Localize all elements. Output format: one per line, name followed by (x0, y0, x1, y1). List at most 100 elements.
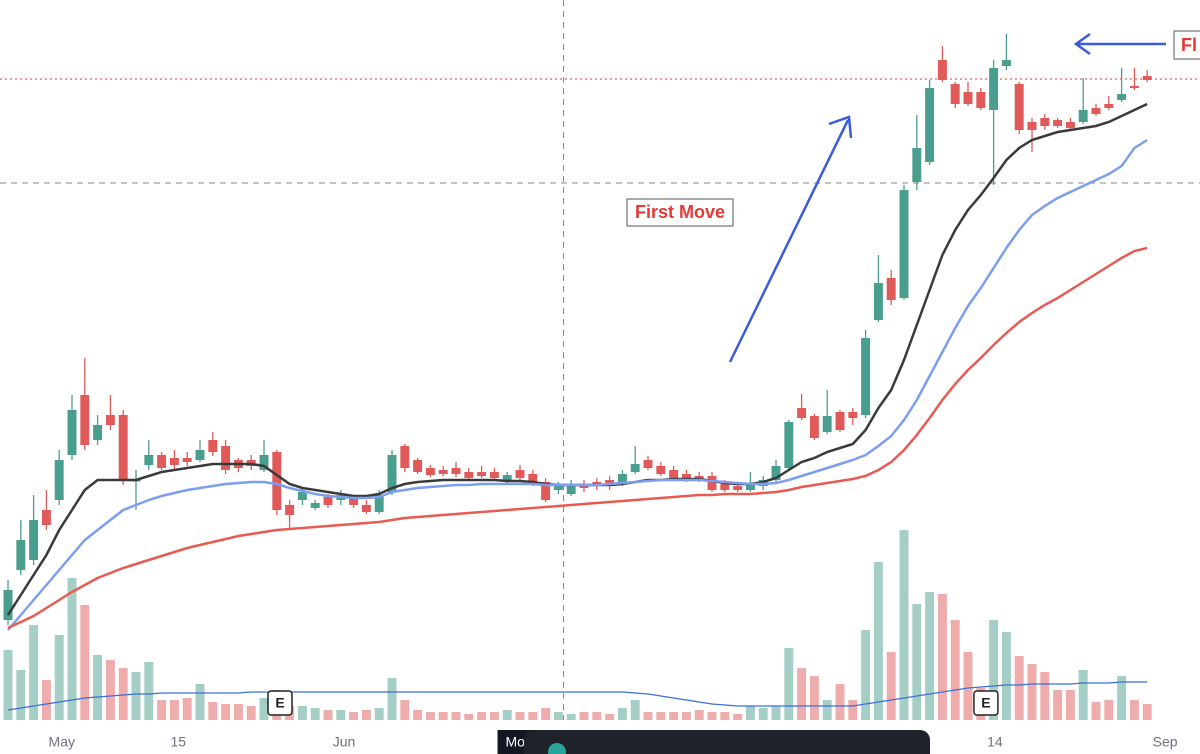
volume-bar (221, 704, 231, 720)
volume-bar (54, 635, 64, 720)
candle-body (873, 283, 883, 320)
annotation-box (1173, 30, 1200, 60)
volume-bar (16, 670, 26, 720)
volume-bar (809, 676, 819, 720)
volume-bar (477, 712, 487, 720)
x-tick-label: 15 (170, 734, 186, 750)
candle-body (745, 484, 755, 490)
candle-body (733, 486, 743, 490)
x-tick-label: 14 (987, 734, 1003, 750)
candle-body (835, 412, 845, 430)
volume-bar (528, 712, 538, 720)
volume-bar (1129, 700, 1139, 720)
candle-body (848, 412, 858, 418)
volume-bar (720, 712, 730, 720)
candle-body (425, 468, 435, 475)
volume-bar (989, 620, 999, 720)
volume-bar (349, 712, 359, 720)
price-layer (0, 0, 1200, 720)
event-marker (267, 690, 293, 716)
candle-body (438, 470, 448, 474)
candle-body (912, 148, 922, 182)
volume-bar (1053, 690, 1063, 720)
candle-body (297, 492, 307, 500)
candle-body (285, 505, 295, 515)
volume-bar (617, 708, 627, 720)
event-label: E (275, 695, 284, 711)
candle-body (29, 520, 39, 560)
candle-body (925, 88, 935, 162)
volume-bar (822, 700, 832, 720)
candle-body (144, 455, 154, 465)
volume-bar (656, 712, 666, 720)
candle-body (515, 470, 525, 478)
volume-bar (1142, 704, 1152, 720)
candle-body (157, 455, 167, 468)
moving-average (6, 102, 1148, 616)
volume-bar (1065, 690, 1075, 720)
candle-body (67, 410, 77, 455)
volume-bar (873, 562, 883, 720)
candle-body (630, 464, 640, 472)
volume-bar (93, 655, 103, 720)
tooltip-icon (548, 743, 566, 754)
volume-bar (1040, 672, 1050, 720)
candle-body (16, 540, 26, 570)
x-tick-label: Jun (333, 734, 356, 750)
volume-bar (1014, 656, 1024, 720)
candle-body (1014, 84, 1024, 130)
volume-bar (451, 712, 461, 720)
candle-body (195, 450, 205, 460)
candle-body (1053, 120, 1063, 126)
candle-body (182, 458, 192, 462)
candle-body (784, 422, 794, 468)
annotation-box (626, 198, 734, 227)
candle-body (169, 458, 179, 465)
candle-body (643, 460, 653, 468)
volume-bar (489, 712, 499, 720)
candle-body (797, 408, 807, 418)
candle-body (541, 482, 551, 500)
candle-body (451, 468, 461, 474)
volume-bar (579, 712, 589, 720)
event-marker (973, 690, 999, 716)
volume-bar (669, 712, 679, 720)
candle-body (528, 474, 538, 482)
volume-bar (707, 712, 717, 720)
volume-bar (937, 594, 947, 720)
volume-bar (323, 710, 333, 720)
candle-body (349, 498, 359, 505)
volume-bar (425, 712, 435, 720)
candle-body (976, 92, 986, 108)
candle-body (310, 503, 320, 508)
volume-bar (694, 710, 704, 720)
candle-body (1129, 86, 1139, 88)
volume-bar (182, 698, 192, 720)
volume-bar (310, 708, 320, 720)
volume-bar (438, 712, 448, 720)
candle-body (259, 455, 269, 470)
volume-bar (758, 708, 768, 720)
candle-body (720, 484, 730, 490)
volume-bar (861, 630, 871, 720)
candle-body (374, 495, 384, 512)
volume-bar (541, 708, 551, 720)
event-label: E (981, 695, 990, 711)
volume-bar (553, 712, 563, 720)
candle-body (361, 505, 371, 512)
volume-bar (144, 662, 154, 720)
volume-bar (157, 700, 167, 720)
candle-body (1117, 94, 1127, 100)
candle-body (502, 475, 512, 480)
volume-bar (1117, 676, 1127, 720)
volume-bar (925, 592, 935, 720)
candle-body (771, 466, 781, 480)
volume-bar (29, 625, 39, 720)
volume-bar (771, 706, 781, 720)
volume-bar (3, 650, 13, 720)
moving-average (7, 138, 1148, 631)
volume-bar (387, 678, 397, 720)
candle-body (221, 446, 231, 470)
